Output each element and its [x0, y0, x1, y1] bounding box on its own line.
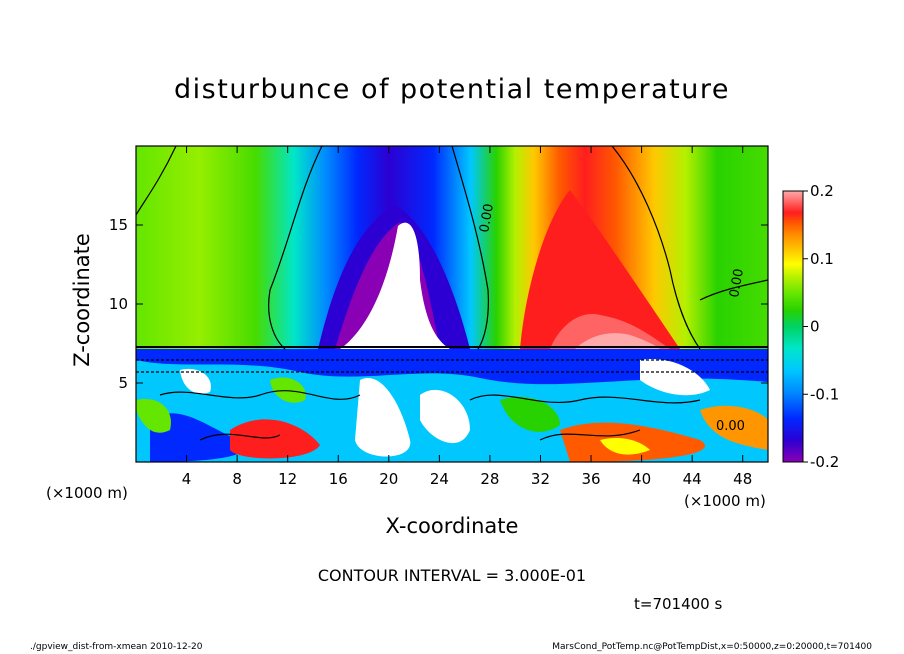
cold-plume-white	[340, 222, 450, 349]
x-tick-label: 40	[632, 470, 651, 488]
x-unit-right: (×1000 m)	[684, 492, 766, 510]
y-tick-label: 5	[118, 374, 128, 392]
warm-plume-light	[575, 333, 660, 349]
contour-label-mid: 0.00	[477, 203, 497, 234]
x-tick-label: 48	[733, 470, 752, 488]
footer-right: MarsCond_PotTemp.nc@PotTempDist,x=0:5000…	[552, 642, 872, 652]
contour-label-right: 0.00	[727, 268, 747, 299]
colorbar-tick-label: 0	[810, 318, 820, 336]
heatmap-field	[136, 146, 768, 462]
contour-label-lower: 0.00	[716, 419, 745, 434]
x-tick-label: 16	[329, 470, 348, 488]
contour-lines	[136, 146, 768, 441]
x-tick-label: 12	[278, 470, 297, 488]
time-label: t=701400 s	[634, 595, 723, 613]
colorbar-ticks: 0.2 0.1 0 -0.1 -0.2	[803, 182, 839, 471]
x-tick-label: 4	[182, 470, 192, 488]
y-axis-label: Z-coordinate	[70, 233, 94, 367]
y-axis-ticks: 5 10 15	[109, 216, 768, 392]
colorbar-tick-label: -0.2	[810, 453, 839, 471]
x-tick-label: 32	[531, 470, 550, 488]
x-tick-label: 24	[430, 470, 449, 488]
colorbar-tick-label: 0.1	[810, 250, 834, 268]
chart-title: disturbunce of potential temperature	[174, 74, 730, 105]
lower-layer-patches	[136, 349, 768, 462]
x-tick-label: 8	[232, 470, 242, 488]
colorbar	[782, 190, 804, 463]
y-tick-label: 10	[109, 295, 128, 313]
contour-interval: CONTOUR INTERVAL = 3.000E-01	[317, 566, 587, 585]
warm-plume-core	[520, 190, 680, 349]
x-axis-label: X-coordinate	[385, 514, 519, 538]
colorbar-tick-label: -0.1	[810, 385, 839, 403]
x-tick-label: 20	[379, 470, 398, 488]
colorbar-tick-label: 0.2	[810, 182, 834, 200]
x-tick-label: 28	[480, 470, 499, 488]
x-tick-label: 36	[581, 470, 600, 488]
x-axis-ticks: 4 8 12 16 20 24 28 32 36 40 44 48	[182, 146, 752, 488]
y-tick-label: 15	[109, 216, 128, 234]
x-tick-label: 44	[683, 470, 702, 488]
x-unit-left: (×1000 m)	[46, 484, 128, 502]
footer-left: ./gpview_dist-from-xmean 2010-12-20	[30, 642, 203, 652]
